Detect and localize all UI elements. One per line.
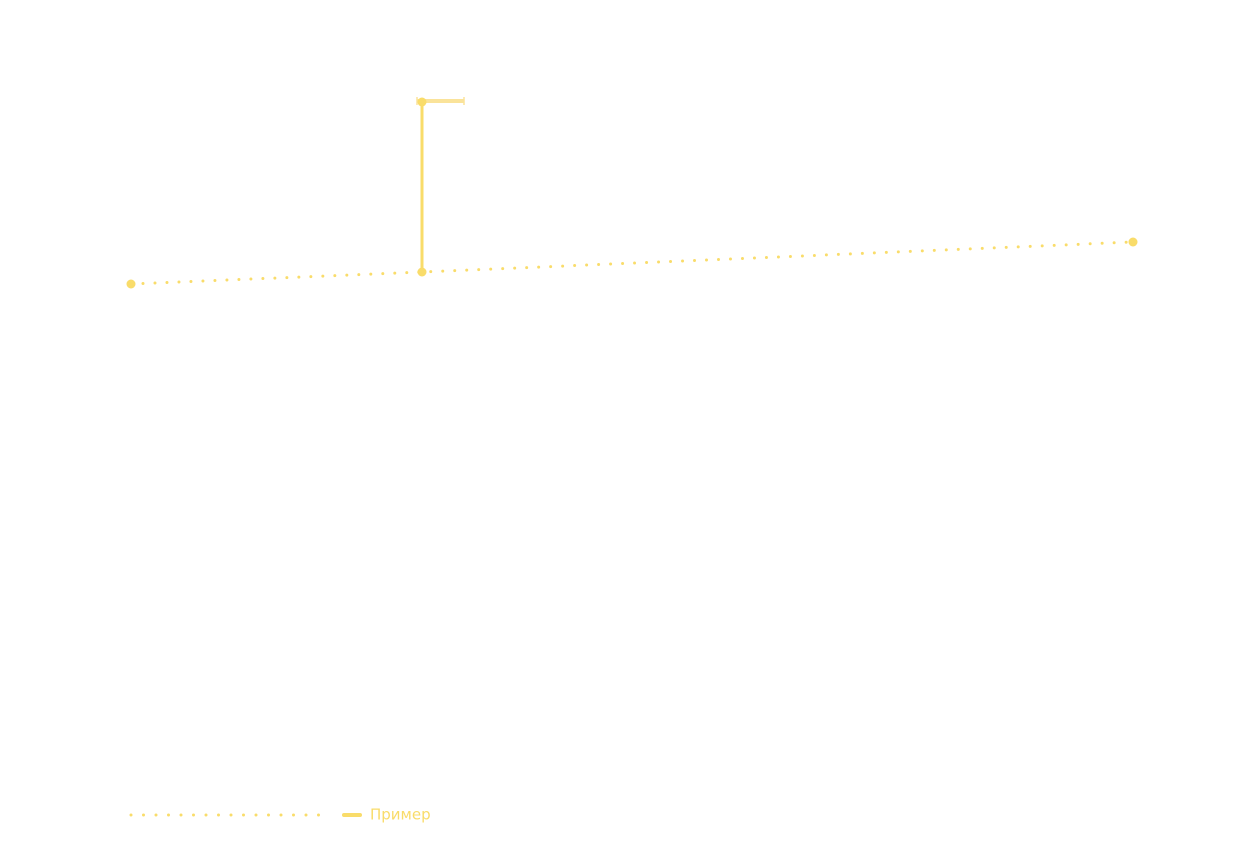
point (1128, 237, 1138, 247)
legend: Пример (129, 806, 431, 824)
legend-label: Пример (370, 806, 431, 824)
point (126, 279, 136, 289)
dotted-line (129, 240, 1135, 286)
point (417, 97, 427, 107)
point (417, 267, 427, 277)
